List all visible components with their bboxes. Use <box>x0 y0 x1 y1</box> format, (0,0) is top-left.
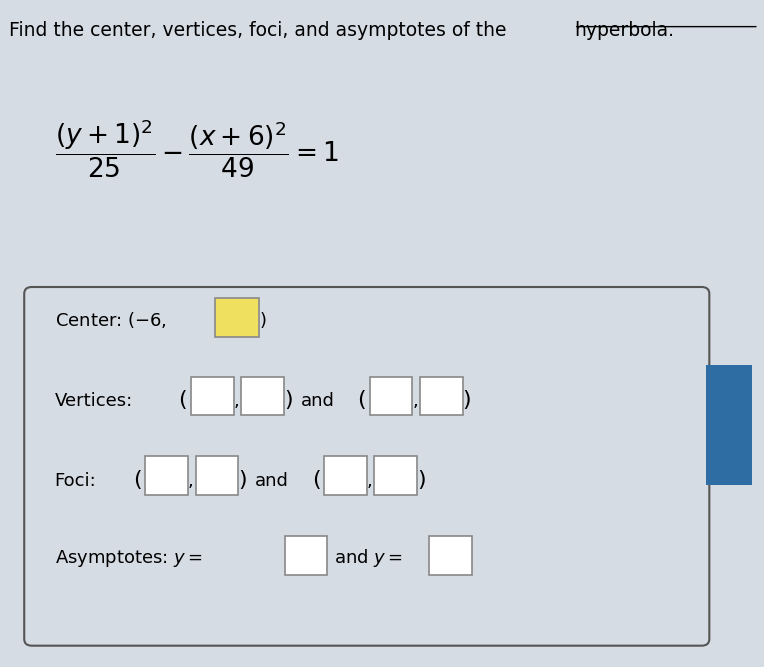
FancyBboxPatch shape <box>241 377 283 415</box>
FancyBboxPatch shape <box>370 377 413 415</box>
Text: $\dfrac{(y+1)^{2}}{25} - \dfrac{(x+6)^{2}}{49} = 1$: $\dfrac{(y+1)^{2}}{25} - \dfrac{(x+6)^{2… <box>55 117 338 180</box>
Text: and $y =$: and $y =$ <box>334 548 409 570</box>
FancyBboxPatch shape <box>705 365 752 485</box>
Text: Asymptotes: $y =$: Asymptotes: $y =$ <box>55 548 208 570</box>
Text: Center: $(-6,$: Center: $(-6,$ <box>55 310 167 330</box>
Text: (: ( <box>133 470 141 490</box>
Text: Vertices:: Vertices: <box>55 392 133 410</box>
FancyBboxPatch shape <box>215 298 259 337</box>
Text: (: ( <box>358 390 366 410</box>
FancyBboxPatch shape <box>145 456 188 495</box>
FancyBboxPatch shape <box>420 377 463 415</box>
Text: (: ( <box>312 470 320 490</box>
FancyBboxPatch shape <box>196 456 238 495</box>
FancyBboxPatch shape <box>324 456 367 495</box>
Text: ): ) <box>463 390 471 410</box>
FancyBboxPatch shape <box>429 536 472 574</box>
FancyBboxPatch shape <box>24 287 709 646</box>
FancyBboxPatch shape <box>284 536 327 574</box>
Text: ,: , <box>234 392 239 410</box>
Text: ,: , <box>188 472 193 490</box>
Text: ): ) <box>417 470 426 490</box>
Text: ): ) <box>238 470 247 490</box>
Text: (: ( <box>179 390 187 410</box>
Text: Foci:: Foci: <box>55 472 96 490</box>
Text: ): ) <box>283 390 293 410</box>
Text: and: and <box>255 472 289 490</box>
FancyBboxPatch shape <box>191 377 234 415</box>
Text: ,: , <box>413 392 418 410</box>
Text: hyperbola.: hyperbola. <box>574 21 674 40</box>
Text: and: and <box>300 392 335 410</box>
Text: Find the center, vertices, foci, and asymptotes of the: Find the center, vertices, foci, and asy… <box>9 21 513 40</box>
Text: ): ) <box>260 312 267 330</box>
Text: ,: , <box>367 472 373 490</box>
FancyBboxPatch shape <box>374 456 417 495</box>
